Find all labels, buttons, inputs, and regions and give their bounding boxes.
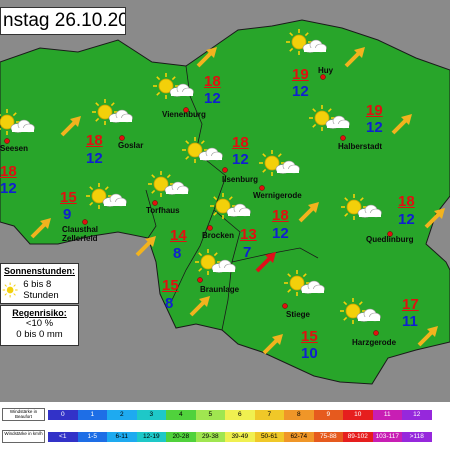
city-label-quedlinburg: Quedlinburg [366,235,414,244]
beaufort-cell-0: 0 [48,410,78,420]
wind-legend: Windstärke in Beaufort Windstärke in km/… [0,402,450,450]
rain-chance: <10 % [25,318,54,329]
kmh-cell-5: 29-38 [195,432,225,442]
kmh-cell-1: 1-5 [77,432,107,442]
min-temp-clausthal-zellerfeld: 9 [63,206,72,223]
beaufort-cell-2: 2 [107,410,137,420]
min-temp-harzgerode: 11 [402,313,418,330]
city-label-vienenburg: Vienenburg [162,110,206,119]
min-temp-wernigerode: 12 [272,225,289,242]
city-label-seesen: Seesen [0,144,29,153]
city-label-clausthal-zellerfeld: Clausthal Zellerfeld [62,225,99,243]
city-label-torfhaus: Torfhaus [146,206,180,215]
max-temp-huy: 19 [292,66,309,83]
max-temp-harzgerode: 17 [402,296,419,313]
max-temp-goslar: 18 [86,132,103,149]
kmh-cell-6: 39-49 [225,432,255,442]
city-label-harzgerode: Harzgerode [352,338,397,347]
beaufort-cell-3: 3 [136,410,166,420]
kmh-cell-3: 12-19 [136,432,166,442]
rain-risk-panel: Regenrisiko: <10 % 0 bis 0 mm [0,305,79,346]
rain-amount: 0 bis 0 mm [16,329,63,340]
kmh-cell-10: 89-102 [343,432,373,442]
max-temp-ilsenburg: 18 [232,134,249,151]
max-temp-halberstadt: 19 [366,102,383,119]
kmh-cell-8: 62-74 [284,432,314,442]
city-label-stiege: Stiege [286,310,311,319]
beaufort-scale-row: 0 1 2 3 4 5 6 7 8 9 10 11 12 [48,410,432,420]
beaufort-cell-1: 1 [77,410,107,420]
beaufort-cell-8: 8 [284,410,314,420]
max-temp-torfhaus: 14 [170,227,187,244]
min-temp-ilsenburg: 12 [232,151,249,168]
min-temp-goslar: 12 [86,150,103,167]
max-temp-clausthal-zellerfeld: 15 [60,189,77,206]
min-temp-huy: 12 [292,83,309,100]
max-temp-braunlage: 15 [162,277,179,294]
kmh-cell-9: 75-88 [313,432,343,442]
kmh-cell-7: 50-61 [254,432,284,442]
kmh-cell-4: 20-28 [166,432,196,442]
beaufort-cell-9: 9 [313,410,343,420]
city-label-halberstadt: Halberstadt [338,142,383,151]
sunshine-value: 6 bis 8 Stunden [23,279,59,301]
beaufort-cell-4: 4 [166,410,196,420]
max-temp-vienenburg: 18 [204,73,221,90]
sunshine-panel: Sonnenstunden: 6 bis 8 Stunden [0,263,79,304]
sunshine-heading: Sonnenstunden: [4,266,75,276]
city-label-ilsenburg: Ilsenburg [222,175,259,184]
city-label-braunlage: Braunlage [200,285,240,294]
sun-icon [2,282,18,298]
kmh-cell-11: 103-117 [372,432,402,442]
kmh-cell-2: 6-11 [107,432,137,442]
city-label-goslar: Goslar [118,141,144,150]
max-temp-seesen: 18 [0,163,17,180]
min-temp-seesen: 12 [0,180,17,197]
city-label-wernigerode: Wernigerode [253,191,302,200]
kmh-label: Windstärke in km/h [2,430,45,443]
city-label-huy: Huy [318,66,334,75]
kmh-scale-row: <1 1-5 6-11 12-19 20-28 29-38 39-49 50-61 62-74 7… [48,432,432,442]
beaufort-cell-10: 10 [343,410,373,420]
beaufort-cell-6: 6 [225,410,255,420]
forecast-date-title: nstag 26.10.2019 [0,7,126,35]
max-temp-brocken: 13 [240,226,257,243]
max-temp-stiege: 15 [301,328,318,345]
kmh-cell-0: <1 [48,432,78,442]
beaufort-cell-11: 11 [372,410,402,420]
beaufort-label: Windstärke in Beaufort [2,408,45,421]
rain-heading: Regenrisiko: [12,308,67,318]
min-temp-stiege: 10 [301,345,318,362]
min-temp-quedlinburg: 12 [398,211,415,228]
kmh-cell-12: >118 [402,432,432,442]
beaufort-cell-7: 7 [254,410,284,420]
min-temp-halberstadt: 12 [366,119,383,136]
min-temp-braunlage: 8 [165,295,174,312]
min-temp-brocken: 7 [243,244,252,261]
city-label-brocken: Brocken [202,231,235,240]
min-temp-torfhaus: 8 [173,245,182,262]
beaufort-cell-5: 5 [195,410,225,420]
max-temp-wernigerode: 18 [272,207,289,224]
min-temp-vienenburg: 12 [204,90,221,107]
beaufort-cell-12: 12 [402,410,432,420]
max-temp-quedlinburg: 18 [398,193,415,210]
